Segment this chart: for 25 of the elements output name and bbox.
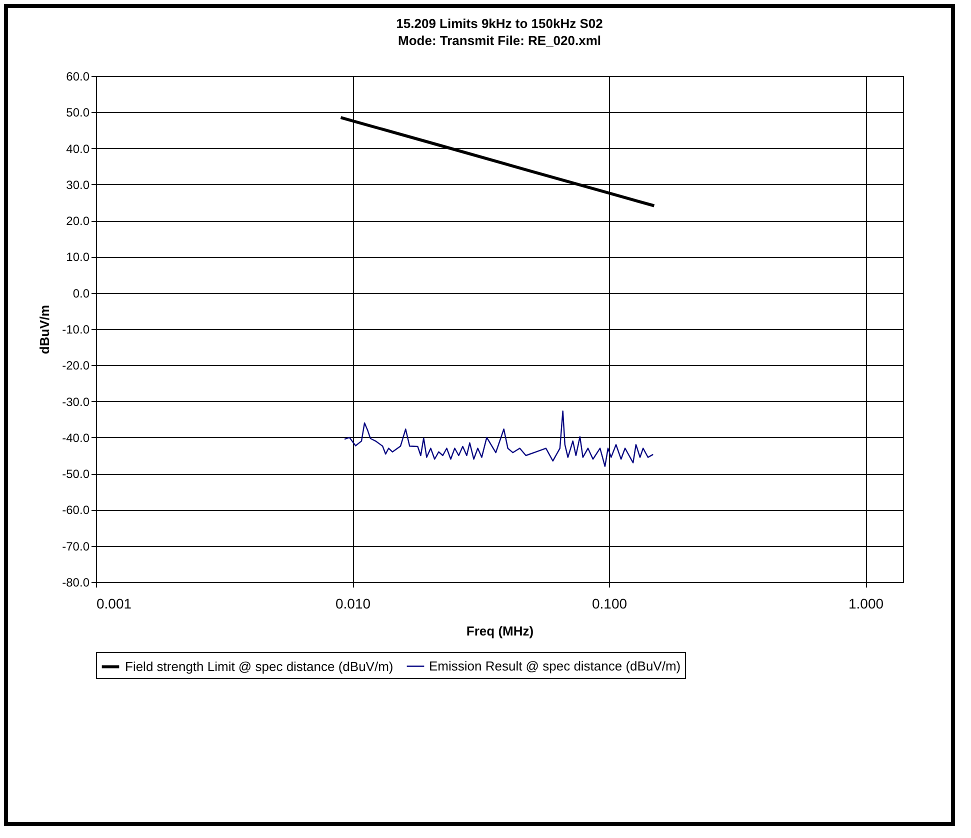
y-tick-label: -80.0 — [62, 576, 90, 590]
legend-label: Field strength Limit @ spec distance (dBuV/m) — [125, 658, 394, 674]
y-tick-label: -10.0 — [62, 322, 90, 336]
x-tick-label: 1.000 — [848, 596, 884, 612]
y-tick-label: -20.0 — [62, 358, 90, 373]
y-tick-label: 40.0 — [66, 142, 90, 156]
chart-title: 15.209 Limits 9kHz to 150kHz S02 — [396, 16, 603, 31]
y-tick-label: 60.0 — [66, 70, 90, 84]
y-tick-label: 10.0 — [66, 250, 90, 264]
y-tick-label: 30.0 — [66, 178, 90, 192]
y-tick-label: 20.0 — [66, 214, 90, 228]
y-tick-label: -70.0 — [62, 539, 90, 554]
y-tick-label: -30.0 — [62, 394, 90, 409]
chart-subtitle: Mode: Transmit File: RE_020.xml — [398, 33, 602, 48]
x-tick-label: 0.010 — [335, 596, 371, 612]
x-tick-label: 0.001 — [96, 596, 132, 612]
y-tick-label: -40.0 — [62, 430, 90, 445]
y-tick-label: 0.0 — [72, 286, 90, 300]
y-tick-label: -50.0 — [62, 467, 90, 482]
x-axis-title: Freq (MHz) — [466, 624, 534, 638]
x-tick-label: 0.100 — [592, 596, 628, 612]
y-tick-label: 50.0 — [66, 106, 90, 120]
y-axis-title: dBuV/m — [37, 304, 52, 354]
legend-label: Emission Result @ spec distance (dBuV/m) — [429, 658, 681, 674]
y-tick-label: -60.0 — [62, 503, 90, 518]
